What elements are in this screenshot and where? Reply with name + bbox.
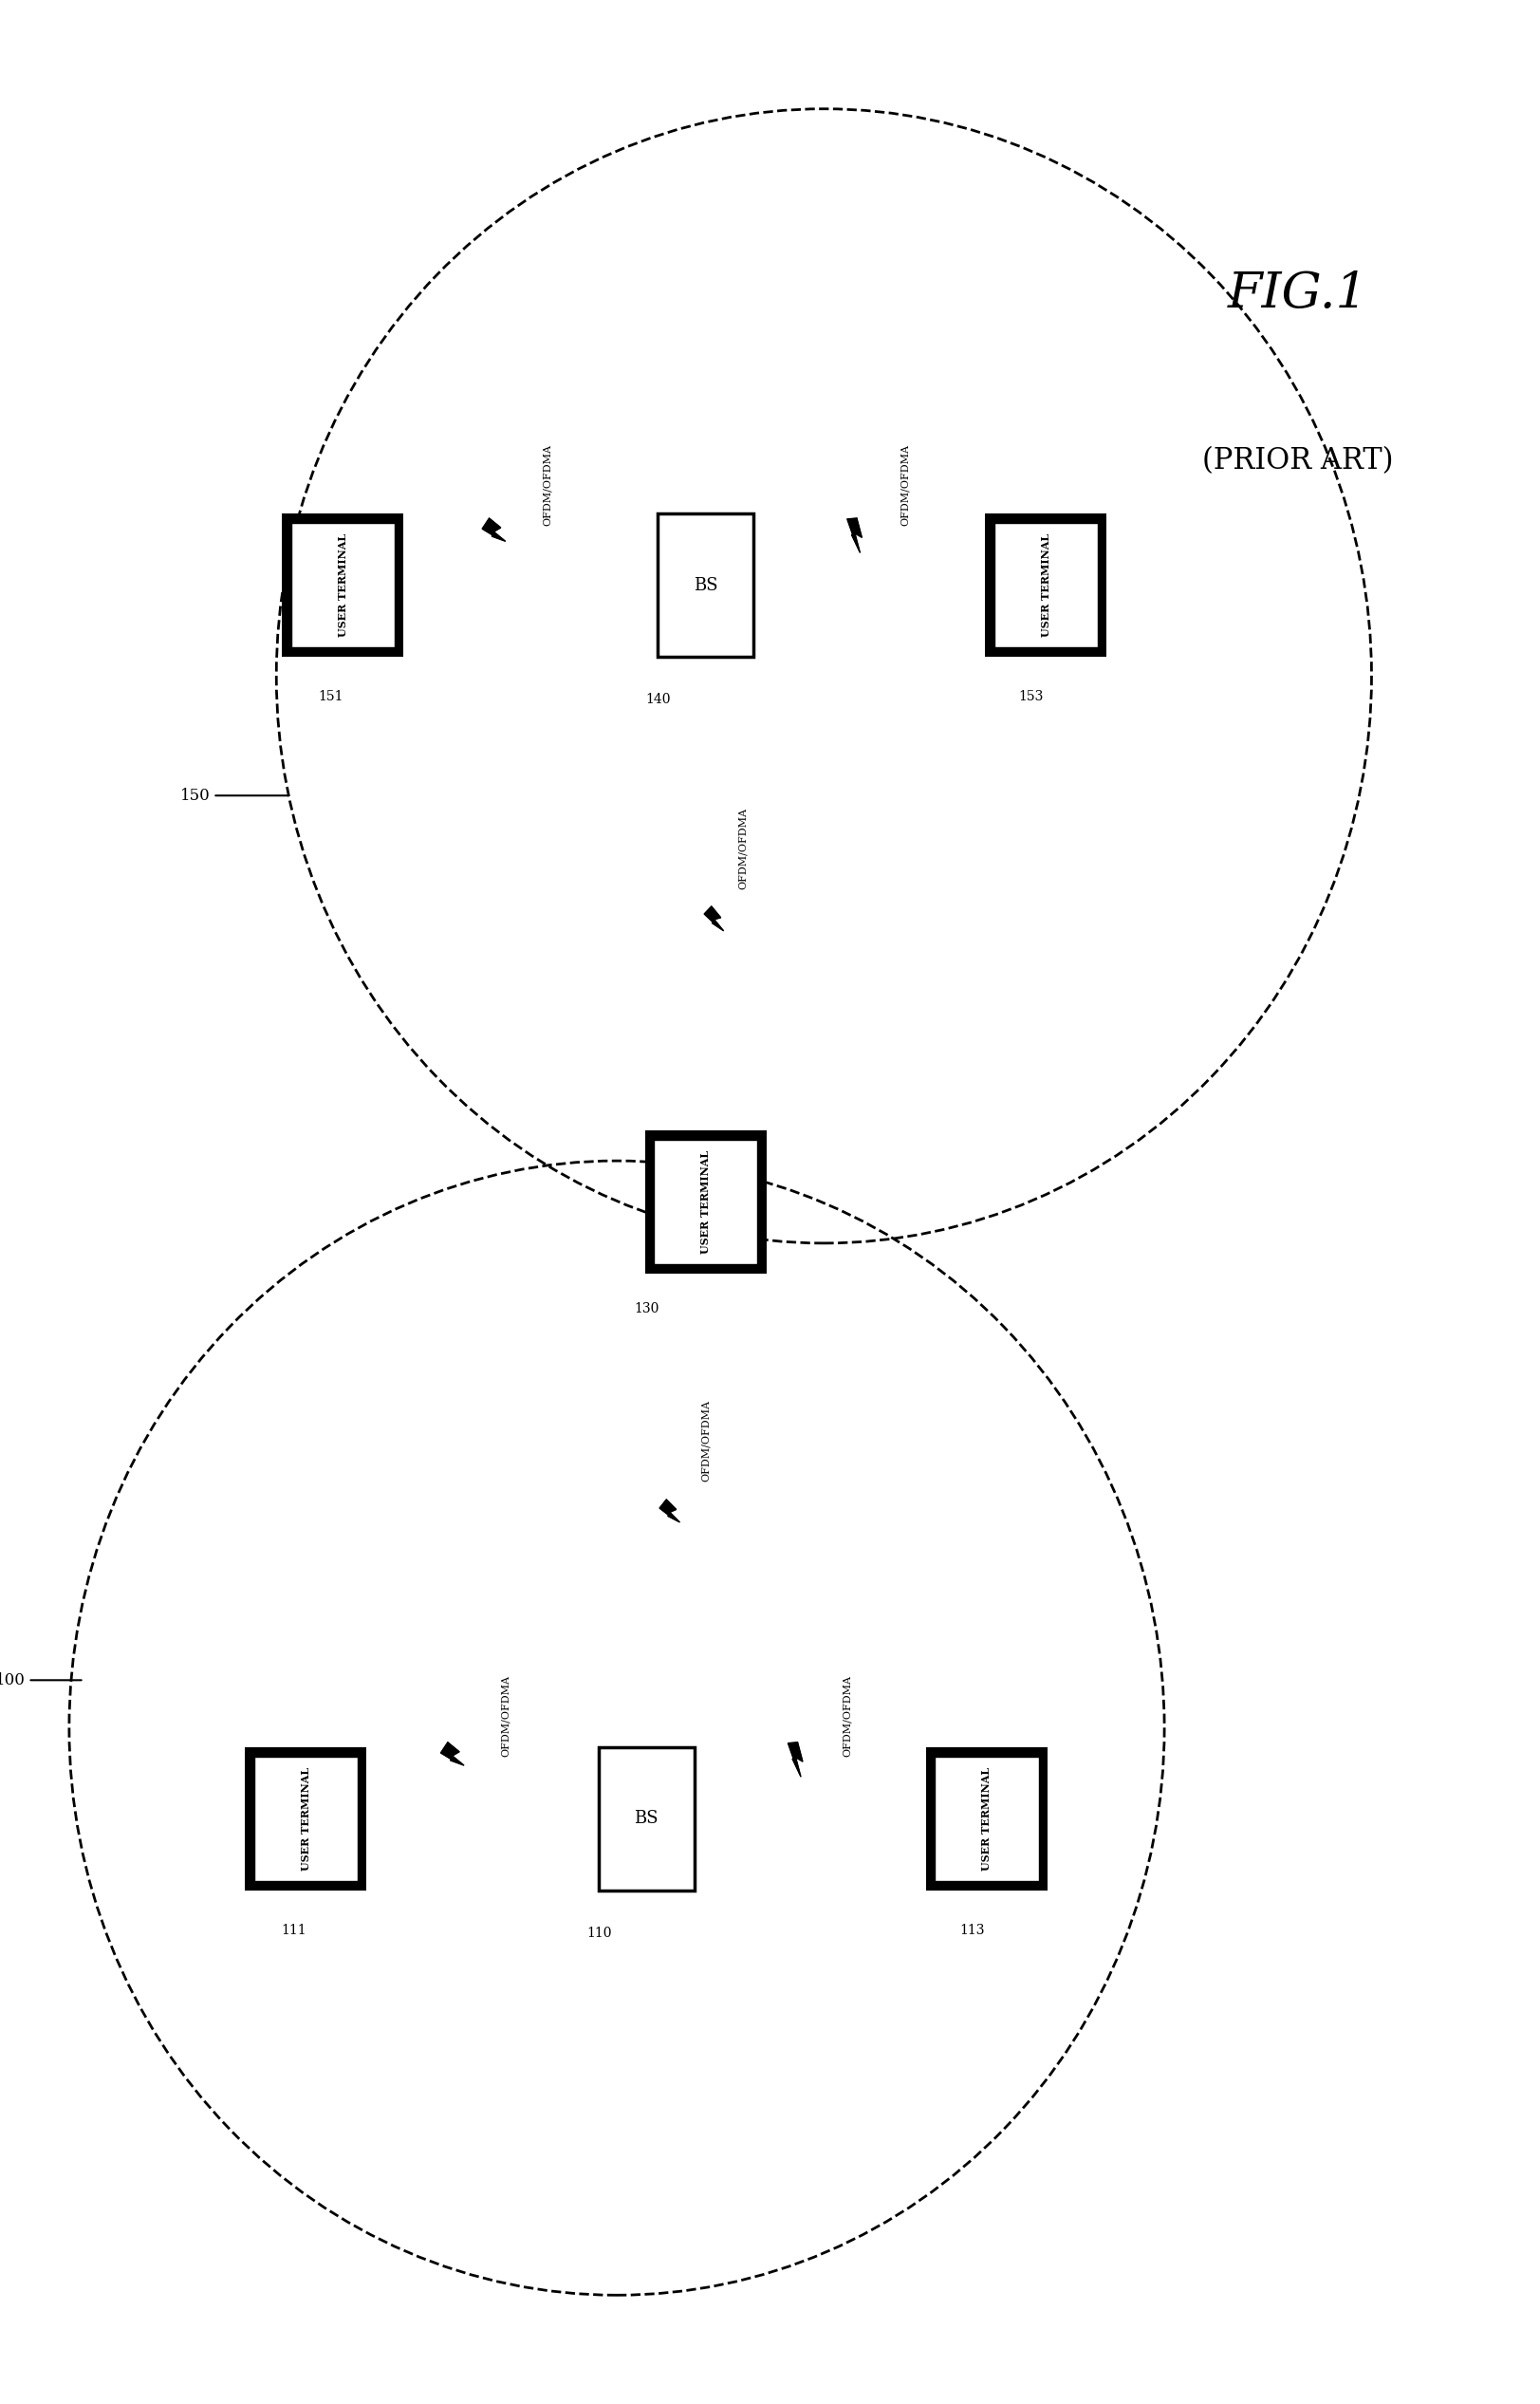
Text: 153: 153 (1018, 690, 1043, 704)
Text: OFDM/OFDMA: OFDM/OFDMA (899, 445, 910, 526)
FancyBboxPatch shape (245, 1748, 367, 1890)
Text: 130: 130 (633, 1303, 659, 1315)
Text: USER TERMINAL: USER TERMINAL (699, 1149, 710, 1255)
Text: 111: 111 (282, 1923, 306, 1938)
Text: 113: 113 (959, 1923, 984, 1938)
Text: USER TERMINAL: USER TERMINAL (300, 1767, 311, 1870)
Text: OFDM/OFDMA: OFDM/OFDMA (500, 1676, 510, 1757)
FancyBboxPatch shape (984, 514, 1106, 656)
FancyBboxPatch shape (993, 524, 1096, 647)
FancyBboxPatch shape (254, 1757, 357, 1880)
Polygon shape (482, 519, 505, 541)
Text: 110: 110 (587, 1926, 611, 1940)
Text: FIG.1: FIG.1 (1226, 269, 1368, 317)
Text: USER TERMINAL: USER TERMINAL (981, 1767, 992, 1870)
Text: 140: 140 (645, 692, 670, 707)
Text: (PRIOR ART): (PRIOR ART) (1201, 447, 1392, 476)
FancyBboxPatch shape (658, 514, 753, 656)
FancyBboxPatch shape (926, 1748, 1047, 1890)
Text: BS: BS (693, 577, 718, 594)
FancyBboxPatch shape (291, 524, 394, 647)
FancyBboxPatch shape (935, 1757, 1038, 1880)
Text: OFDM/OFDMA: OFDM/OFDMA (738, 808, 747, 889)
Text: 150: 150 (180, 789, 288, 803)
Text: BS: BS (634, 1810, 658, 1827)
Text: 151: 151 (319, 690, 343, 704)
Polygon shape (704, 906, 724, 930)
FancyBboxPatch shape (282, 514, 403, 656)
FancyBboxPatch shape (653, 1139, 756, 1265)
FancyBboxPatch shape (598, 1748, 695, 1890)
Text: USER TERMINAL: USER TERMINAL (1040, 534, 1050, 637)
Polygon shape (659, 1500, 679, 1522)
Text: OFDM/OFDMA: OFDM/OFDMA (542, 445, 551, 526)
Text: 100: 100 (0, 1673, 82, 1688)
Text: OFDM/OFDMA: OFDM/OFDMA (701, 1399, 710, 1481)
Text: OFDM/OFDMA: OFDM/OFDMA (842, 1676, 852, 1757)
Polygon shape (787, 1743, 802, 1777)
Text: USER TERMINAL: USER TERMINAL (337, 534, 348, 637)
Polygon shape (847, 519, 861, 553)
Polygon shape (440, 1743, 464, 1765)
FancyBboxPatch shape (644, 1130, 765, 1274)
